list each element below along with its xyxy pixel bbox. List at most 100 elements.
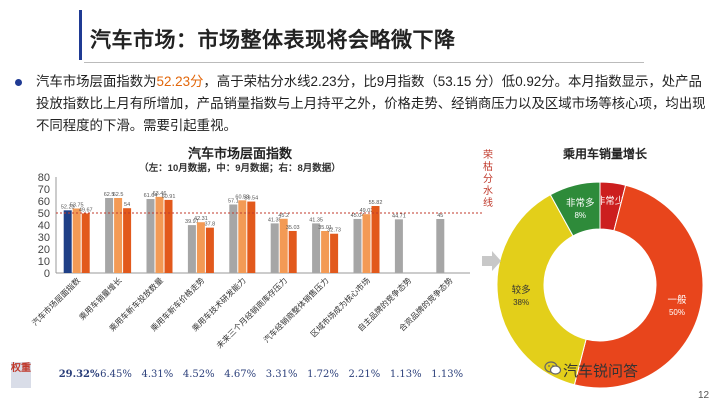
summary-highlight: 52.23分 — [156, 74, 204, 89]
y-tick-label: 0 — [44, 268, 50, 280]
bar — [229, 204, 238, 273]
weight-value: 1.72% — [307, 369, 339, 380]
bar-value-label: 35.03 — [286, 225, 300, 231]
bar — [362, 214, 371, 273]
bullet-icon — [15, 79, 22, 86]
donut-slice — [573, 184, 704, 389]
y-tick-label: 70 — [38, 184, 50, 196]
bar-value-label: 42.31 — [194, 216, 208, 222]
weight-value: 4.31% — [141, 369, 174, 380]
chart-subtitle: （左：10月数据，中：9月数据；右：8月数据） — [139, 162, 341, 174]
summary-text-1: 汽车市场层面指数为 — [36, 74, 157, 89]
bar — [238, 200, 247, 273]
chart-title: 汽车市场层面指数 — [188, 146, 293, 161]
weight-value: 29.32% — [58, 369, 100, 380]
bar-value-label: 52.23 — [61, 204, 75, 210]
bar — [164, 199, 173, 273]
weight-value: 2.21% — [348, 369, 381, 380]
weight-value: 4.52% — [182, 369, 215, 380]
x-tick-label: 汽车市场层面指数 — [30, 275, 82, 327]
weight-value: 1.13% — [431, 369, 464, 380]
bar-value-label: 45 — [437, 213, 443, 219]
bar-value-label: 63.46 — [153, 191, 167, 197]
bar — [270, 223, 279, 273]
donut-slice-label: 一般 — [667, 294, 687, 306]
bar-value-label: 59.54 — [244, 196, 258, 202]
donut-slice — [496, 194, 587, 386]
weight-value: 1.13% — [389, 369, 422, 380]
bar-value-label: 45.04 — [351, 213, 365, 219]
reference-line-label: 线 — [483, 196, 493, 209]
reference-line-label: 荣 — [483, 149, 493, 161]
bar-value-label: 37.8 — [205, 222, 216, 228]
y-tick-label: 20 — [38, 244, 50, 256]
bar — [196, 222, 205, 273]
bar-value-label: 60.91 — [162, 194, 176, 200]
donut-slice-value: 38% — [513, 298, 529, 307]
bar-value-label: 57.1 — [228, 198, 239, 204]
donut-slice — [549, 181, 601, 237]
bar — [371, 206, 380, 273]
bar-value-label: 54 — [124, 202, 130, 208]
reference-line-label: 分 — [483, 173, 493, 185]
bar — [81, 213, 90, 273]
bar-value-label: 49.03 — [360, 208, 374, 214]
y-tick-label: 10 — [38, 256, 50, 268]
bar-value-label: 35.01 — [318, 225, 332, 231]
bar-value-label: 32.73 — [327, 228, 341, 234]
bar-value-label: 60.58 — [235, 194, 249, 200]
bar-value-label: 55.82 — [369, 200, 383, 206]
bar — [155, 196, 164, 273]
x-tick-label: 未来三个月经销商库存压力 — [214, 275, 289, 350]
bar — [205, 227, 214, 273]
wechat-account: 汽车锐问答 — [563, 363, 639, 380]
donut-slice-label: 较多 — [512, 284, 531, 296]
donut-slice-label: 非常少 — [596, 195, 625, 207]
reference-line-label: 枯 — [483, 160, 493, 173]
summary-text-2: ，高于荣枯分水线2.23分，比9月指数（53.15 分）低0.92分。本月指数显… — [36, 74, 706, 133]
page-title: 汽车市场：市场整体表现将会略微下降 — [90, 29, 456, 52]
bar — [353, 218, 362, 273]
bar-value-label: 49.67 — [79, 207, 93, 213]
bar — [247, 201, 256, 273]
bar — [279, 218, 288, 273]
arrow-right-icon — [482, 251, 501, 271]
bar-value-label: 41.35 — [268, 217, 282, 223]
x-tick-label: 汽车经销商整体销售压力 — [261, 275, 330, 344]
bar — [63, 210, 72, 273]
bar-value-label: 61.64 — [144, 193, 158, 199]
weight-value: 6.45% — [100, 369, 132, 380]
bar — [114, 198, 123, 273]
bar-value-label: 62.5 — [113, 192, 124, 198]
bar — [436, 219, 445, 273]
bar — [394, 219, 403, 273]
bar — [72, 208, 81, 273]
y-tick-label: 50 — [38, 208, 50, 220]
chart-area: 汽车市场层面指数（左：10月数据，中：9月数据；右：8月数据）010203040… — [30, 146, 704, 389]
donut-title: 乘用车销量增长 — [562, 146, 648, 161]
bar-value-label: 53.75 — [70, 203, 84, 209]
bar — [288, 230, 297, 273]
weight-label: 权重 — [11, 362, 31, 388]
bar — [330, 233, 339, 273]
page-number: 12 — [698, 390, 710, 401]
bar-value-label: 41.35 — [309, 217, 323, 223]
title-accent-bar — [79, 10, 82, 60]
summary-paragraph: 汽车市场层面指数为52.23分，高于荣枯分水线2.23分，比9月指数（53.15… — [36, 71, 712, 137]
bar-value-label: 39.91 — [185, 219, 199, 225]
bar-value-label: 62.5 — [104, 192, 115, 198]
x-tick-label: 乘用车销量增长 — [77, 275, 124, 322]
bar — [105, 198, 114, 273]
donut-slice-value: 50% — [669, 308, 685, 317]
bar — [321, 230, 330, 273]
weight-value: 3.31% — [265, 369, 298, 380]
bar — [312, 223, 321, 273]
y-tick-label: 30 — [38, 232, 50, 244]
y-tick-label: 80 — [38, 172, 50, 184]
reference-line-label: 水 — [483, 185, 493, 197]
y-tick-label: 60 — [38, 196, 50, 208]
y-tick-label: 40 — [38, 220, 50, 232]
bar — [146, 199, 155, 273]
bar-value-label: 45.2 — [278, 213, 289, 219]
bar — [187, 225, 196, 273]
